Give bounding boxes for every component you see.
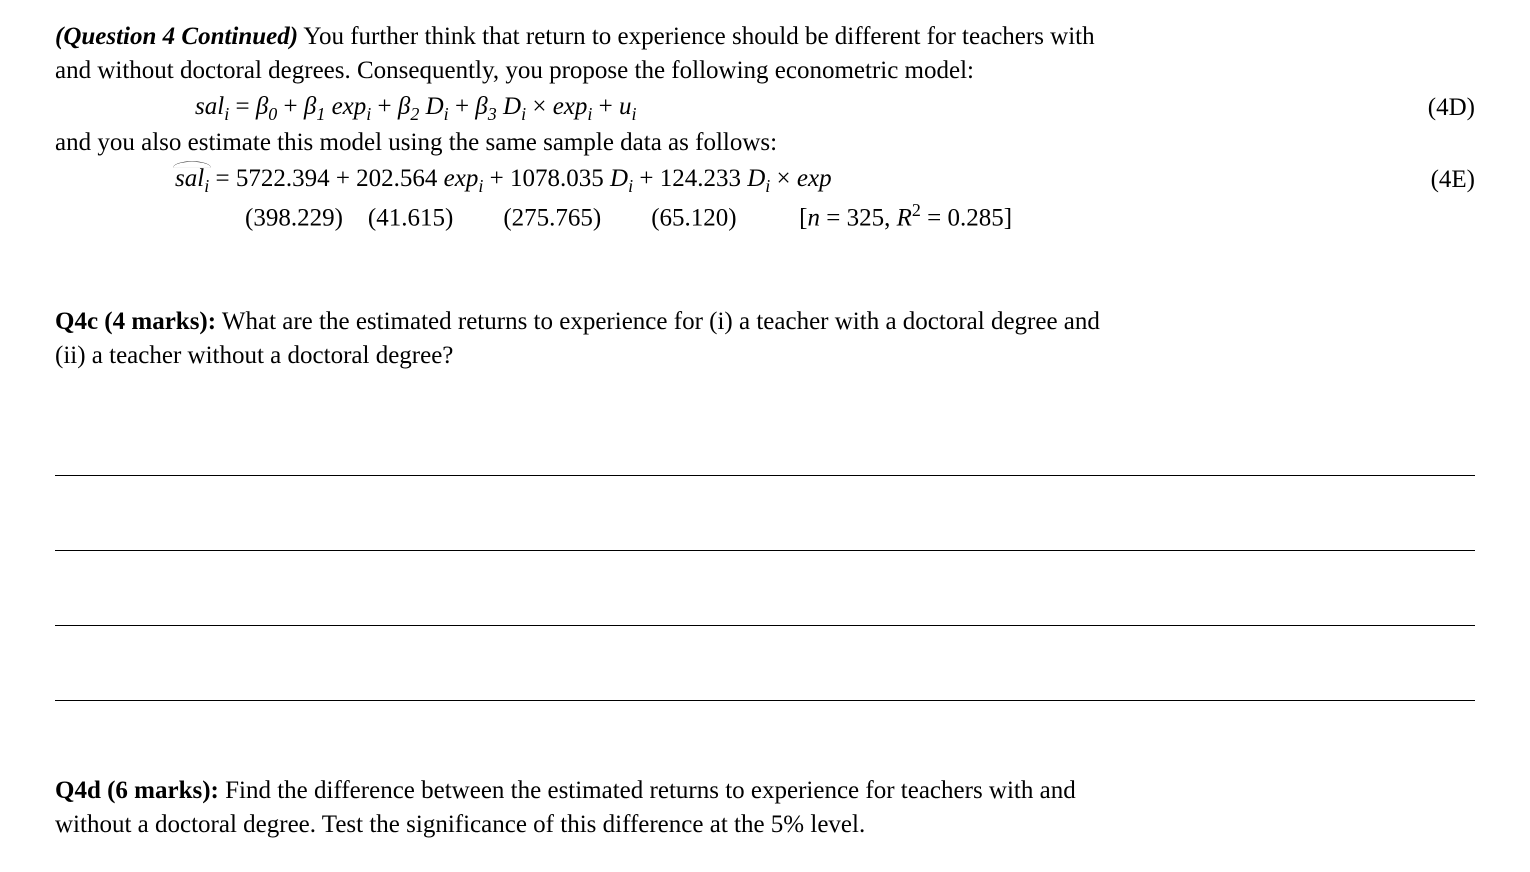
intro-text-2: and without doctoral degrees. Consequent… — [55, 57, 974, 84]
se-b3: (65.120) — [651, 204, 736, 231]
page: (Question 4 Continued) You further think… — [0, 0, 1530, 872]
q4d-text-1: Find the difference between the estimate… — [219, 777, 1076, 804]
q4c-text-1: What are the estimated returns to experi… — [216, 308, 1100, 335]
q4c-paragraph: Q4c (4 marks): What are the estimated re… — [55, 305, 1475, 373]
spacer — [55, 374, 1475, 404]
answer-line — [55, 569, 1475, 626]
equation-4d: sali = β0 + β1 expi + β2 Di + β3 Di × ex… — [55, 90, 637, 126]
q4c-text-2: (ii) a teacher without a doctoral degree… — [55, 342, 453, 369]
answer-line — [55, 644, 1475, 701]
equation-4e-label: (4E) — [1431, 163, 1475, 197]
equation-4d-label: (4D) — [1428, 91, 1475, 125]
intro-text-1: You further think that return to experie… — [298, 23, 1095, 50]
answer-line — [55, 419, 1475, 476]
equation-4d-row: sali = β0 + β1 expi + β2 Di + β3 Di × ex… — [55, 90, 1475, 126]
q4d-text-2: without a doctoral degree. Test the sign… — [55, 811, 865, 838]
q4c-answer-lines — [55, 419, 1475, 701]
intro-paragraph: (Question 4 Continued) You further think… — [55, 20, 1475, 88]
se-const: (398.229) — [245, 204, 343, 231]
question-continued-prefix: (Question 4 Continued) — [55, 23, 298, 50]
se-b2: (275.765) — [503, 204, 601, 231]
q4d-heading: Q4d (6 marks): — [55, 777, 219, 804]
equation-4e-row: sali = 5722.394 + 202.564 expi + 1078.03… — [55, 162, 1475, 198]
answer-line — [55, 494, 1475, 551]
spacer — [55, 235, 1475, 305]
spacer — [55, 719, 1475, 774]
equation-4e: sali = 5722.394 + 202.564 expi + 1078.03… — [55, 162, 832, 198]
equation-4e-se-row: (398.229) (41.615) (275.765) (65.120) [n… — [55, 198, 1475, 235]
se-b1: (41.615) — [368, 204, 453, 231]
q4c-heading: Q4c (4 marks): — [55, 308, 216, 335]
q4d-paragraph: Q4d (6 marks): Find the difference betwe… — [55, 774, 1475, 842]
between-text: and you also estimate this model using t… — [55, 126, 1475, 160]
